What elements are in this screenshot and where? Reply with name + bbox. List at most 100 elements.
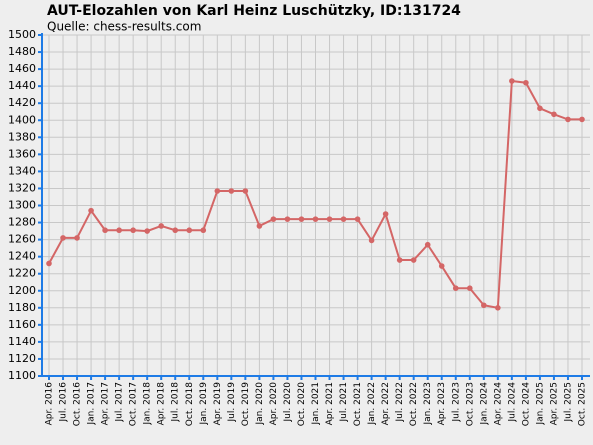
data-point	[382, 211, 389, 217]
x-tick-label: Apr. 2022	[381, 382, 391, 425]
x-tick-label: Apr. 2018	[157, 382, 167, 426]
data-point	[242, 188, 249, 194]
x-tick-label: Jan. 2023	[423, 382, 433, 426]
x-tick-label: Jan. 2025	[535, 382, 545, 426]
y-tick-label: 1100	[8, 369, 36, 382]
data-point	[438, 263, 445, 269]
x-tick-label: Jan. 2022	[367, 382, 377, 426]
data-point	[354, 216, 361, 222]
data-point	[284, 216, 291, 222]
x-tick-label: Jan. 2024	[479, 382, 489, 426]
data-point	[130, 227, 136, 234]
x-tick-label: Oct. 2018	[185, 382, 195, 426]
x-tick-label: Jul. 2018	[171, 382, 181, 423]
x-tick-label: Jan. 2020	[255, 382, 265, 426]
y-tick-label: 1300	[8, 199, 36, 212]
data-point	[144, 228, 150, 234]
y-tick-label: 1440	[8, 79, 36, 92]
x-tick-label: Jul. 2025	[563, 382, 573, 423]
data-point	[228, 188, 235, 194]
x-tick-label: Jul. 2019	[227, 382, 237, 423]
y-tick-label: 1140	[8, 335, 36, 348]
data-point	[551, 111, 557, 118]
data-point	[495, 305, 501, 311]
x-tick-label: Apr. 2020	[269, 382, 279, 426]
data-point	[537, 105, 543, 112]
data-point	[270, 216, 277, 222]
data-point	[368, 237, 375, 244]
y-tick-label: 1240	[8, 250, 36, 263]
data-point	[172, 227, 179, 234]
x-tick-label: Oct. 2023	[465, 382, 475, 426]
data-point	[46, 260, 52, 267]
data-point	[186, 227, 193, 234]
data-point	[60, 235, 66, 241]
data-point	[102, 227, 108, 234]
y-tick-label: 1380	[8, 130, 36, 143]
x-tick-label: Oct. 2019	[241, 382, 251, 426]
y-tick-label: 1180	[8, 301, 36, 314]
data-point	[158, 223, 165, 229]
data-point	[116, 227, 122, 234]
y-tick-label: 1200	[8, 284, 36, 297]
x-tick-label: Jul. 2016	[59, 382, 69, 423]
x-tick-label: Oct. 2020	[297, 382, 307, 426]
chart-title: AUT-Elozahlen von Karl Heinz Luschützky,…	[47, 3, 461, 19]
data-point	[523, 79, 529, 86]
x-tick-label: Jan. 2021	[311, 382, 321, 426]
x-tick-label: Apr. 2021	[325, 382, 335, 425]
x-tick-label: Jul. 2024	[507, 382, 517, 423]
y-tick-label: 1320	[8, 181, 36, 194]
data-point	[410, 257, 417, 263]
x-tick-label: Apr. 2019	[213, 382, 223, 426]
x-tick-label: Oct. 2017	[129, 382, 139, 426]
y-tick-label: 1340	[8, 164, 36, 177]
x-tick-label: Jul. 2022	[395, 382, 405, 423]
y-tick-label: 1420	[8, 96, 36, 109]
data-point	[466, 285, 473, 291]
data-point	[396, 257, 403, 263]
x-tick-label: Oct. 2016	[73, 382, 83, 426]
x-tick-label: Jul. 2020	[283, 382, 293, 423]
data-point	[326, 216, 333, 222]
data-point	[340, 216, 347, 222]
x-tick-label: Oct. 2022	[409, 382, 419, 426]
y-tick-label: 1360	[8, 147, 36, 160]
data-point	[509, 78, 515, 84]
x-tick-label: Jan. 2018	[143, 382, 153, 426]
data-point	[74, 235, 80, 241]
chart-subtitle: Quelle: chess-results.com	[47, 20, 201, 34]
y-tick-label: 1400	[8, 113, 36, 126]
data-point	[312, 216, 319, 222]
x-tick-label: Jul. 2023	[451, 382, 461, 423]
data-point	[565, 116, 571, 123]
y-tick-label: 1280	[8, 216, 36, 229]
data-point	[88, 207, 94, 214]
y-tick-label: 1260	[8, 233, 36, 246]
x-tick-label: Apr. 2024	[493, 382, 503, 426]
data-point	[200, 227, 207, 234]
x-tick-label: Oct. 2021	[353, 382, 363, 426]
y-tick-label: 1460	[8, 62, 36, 75]
x-tick-label: Apr. 2017	[101, 382, 111, 425]
x-tick-label: Apr. 2023	[437, 382, 447, 425]
data-point	[452, 285, 459, 291]
data-point	[256, 223, 263, 229]
x-tick-label: Oct. 2024	[521, 382, 531, 426]
data-point	[214, 188, 221, 194]
data-point	[424, 241, 431, 248]
y-tick-label: 1500	[8, 28, 36, 41]
x-tick-label: Jan. 2017	[87, 382, 97, 426]
x-tick-label: Apr. 2025	[549, 382, 559, 425]
x-tick-label: Oct. 2025	[578, 382, 588, 426]
y-tick-label: 1120	[8, 352, 36, 365]
x-tick-label: Apr. 2016	[45, 382, 55, 426]
y-tick-label: 1480	[8, 45, 36, 58]
y-tick-label: 1160	[8, 318, 36, 331]
data-point	[481, 302, 487, 309]
x-tick-label: Jan. 2019	[199, 382, 209, 426]
x-tick-label: Jul. 2021	[339, 382, 349, 423]
data-point	[298, 216, 305, 222]
x-tick-label: Jul. 2017	[115, 382, 125, 423]
